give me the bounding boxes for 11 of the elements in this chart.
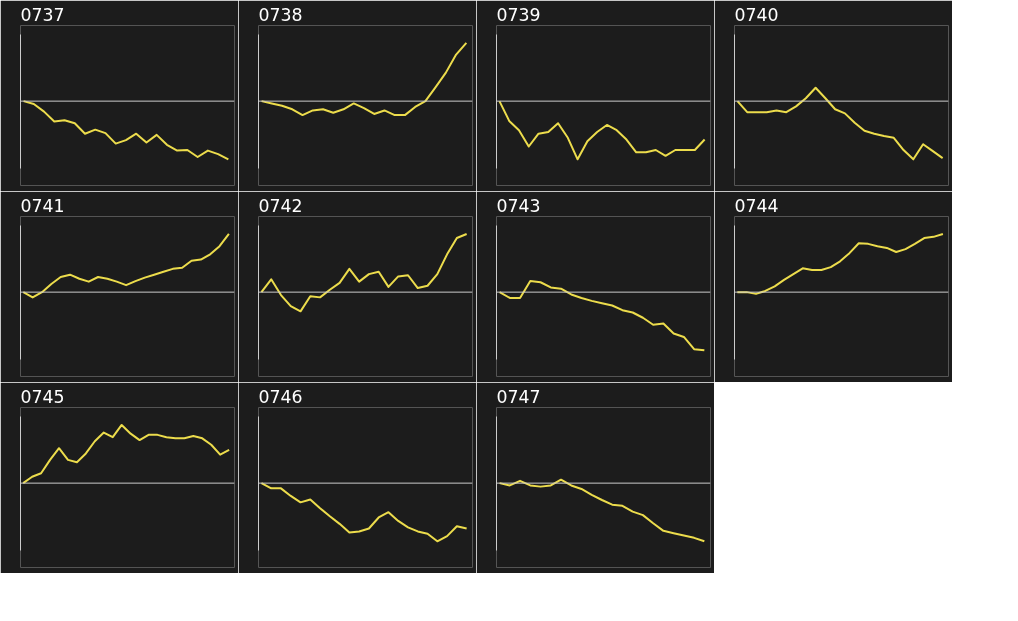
chart-title: 0739 xyxy=(496,4,541,25)
chart-title: 0740 xyxy=(734,4,779,25)
chart-title: 0744 xyxy=(734,195,779,216)
chart-title: 0737 xyxy=(20,4,65,25)
chart-title: 0747 xyxy=(496,386,541,407)
chart-title: 0741 xyxy=(20,195,65,216)
chart-title: 0743 xyxy=(496,195,541,216)
chart-title: 0742 xyxy=(258,195,303,216)
chart-title: 0745 xyxy=(20,386,65,407)
chart-title: 0738 xyxy=(258,4,303,25)
chart-title: 0746 xyxy=(258,386,303,407)
